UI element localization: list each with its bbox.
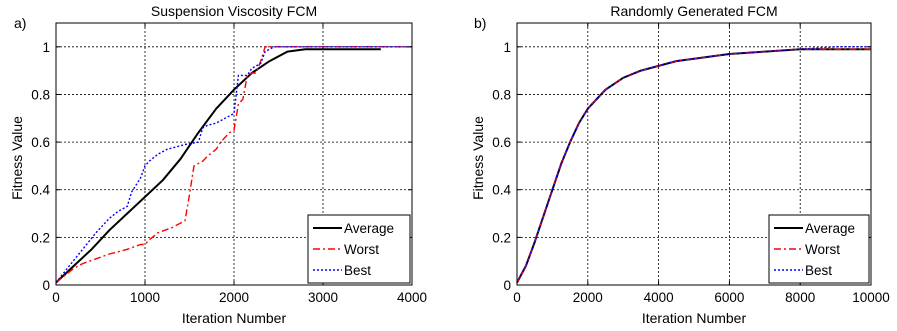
panel-b-ylabel: Fitness Value [470,116,486,200]
legend-label-best: Best [805,263,832,278]
x-tick-label: 2000 [573,290,603,305]
panel-b-xlabel: Iteration Number [642,310,747,326]
x-tick-label: 1000 [130,290,160,305]
y-tick-label: 0.8 [492,87,511,102]
panel-a-xlabel: Iteration Number [182,310,287,326]
x-tick-label: 2000 [219,290,249,305]
series-line-best [55,46,412,284]
x-tick-label: 6000 [714,290,744,305]
y-tick-label: 0.6 [492,135,511,150]
legend-label-worst: Worst [805,242,840,257]
panel-a-ylabel: Fitness Value [9,116,25,200]
legend-label-worst: Worst [344,242,379,257]
y-tick-label: 0 [42,278,50,293]
y-tick-label: 0 [503,278,511,293]
y-tick-label: 0.4 [492,183,511,198]
y-tick-label: 0.6 [31,135,50,150]
x-tick-label: 4000 [397,290,427,305]
x-tick-label: 10000 [852,290,890,305]
panel-a-ticks: 0 1000 2000 3000 4000 0 0.2 0.4 0.6 0.8 1 [31,23,427,305]
legend-label-average: Average [805,221,855,236]
panel-a-series [55,46,412,284]
panel-a-title: Suspension Viscosity FCM [151,3,317,19]
x-tick-label: 8000 [785,290,815,305]
x-tick-label: 0 [513,290,521,305]
y-tick-label: 1 [503,40,511,55]
panel-b-legend: Average Worst Best [768,214,870,284]
y-tick-label: 0.8 [31,87,50,102]
panel-b-title: Randomly Generated FCM [610,3,777,19]
panel-b-series [516,46,871,284]
panel-b-ticks: 0 2000 4000 6000 8000 10000 0 0.2 0.4 0.6 0.8 1 [492,23,890,305]
panel-b-grid [517,23,871,285]
legend-label-best: Best [344,263,371,278]
y-tick-label: 0.4 [31,183,50,198]
y-tick-label: 0.2 [492,230,511,245]
y-tick-label: 1 [42,40,50,55]
series-line-worst [55,46,412,284]
panel-b-plot-frame [516,22,872,286]
x-tick-label: 4000 [644,290,674,305]
x-tick-label: 3000 [308,290,338,305]
panel-a: a) Suspension Viscosity FCM Iteration Nu… [9,3,427,326]
y-tick-label: 0.2 [31,230,50,245]
x-tick-label: 0 [52,290,60,305]
panel-b-label: b) [474,15,486,31]
panel-a-legend: Average Worst Best [307,214,411,284]
legend-label-average: Average [344,221,394,236]
series-line-best [516,46,871,283]
panel-a-label: a) [14,15,26,31]
panel-b: b) Randomly Generated FCM Iteration Numb… [470,3,890,326]
series-line-average [55,48,381,284]
